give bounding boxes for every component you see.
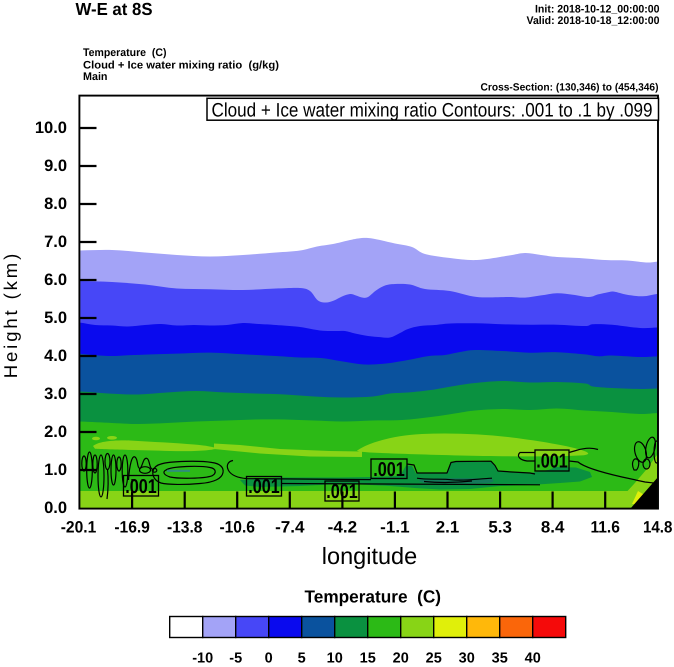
svg-text:2.1: 2.1 bbox=[436, 519, 460, 537]
svg-text:.001: .001 bbox=[248, 476, 280, 498]
svg-text:40: 40 bbox=[525, 651, 541, 667]
svg-text:W-E at 8S: W-E at 8S bbox=[76, 0, 153, 19]
svg-text:-4.2: -4.2 bbox=[328, 519, 357, 537]
svg-text:25: 25 bbox=[426, 651, 442, 667]
svg-text:Init: 2018-10-12_00:00:00: Init: 2018-10-12_00:00:00 bbox=[535, 4, 660, 16]
svg-text:10: 10 bbox=[327, 651, 343, 667]
svg-text:Main: Main bbox=[83, 71, 108, 83]
svg-text:7.0: 7.0 bbox=[44, 233, 67, 251]
svg-text:Cloud + Ice water mixing ratio: Cloud + Ice water mixing ratio (g/kg) bbox=[83, 60, 279, 72]
svg-text:30: 30 bbox=[459, 651, 475, 667]
svg-text:9.0: 9.0 bbox=[44, 157, 67, 175]
svg-text:.001: .001 bbox=[373, 459, 405, 481]
svg-text:14.8: 14.8 bbox=[643, 519, 672, 537]
svg-text:6.0: 6.0 bbox=[44, 271, 67, 289]
svg-text:Valid: 2018-10-18_12:00:00: Valid: 2018-10-18_12:00:00 bbox=[527, 15, 660, 27]
svg-text:-16.9: -16.9 bbox=[114, 519, 150, 537]
svg-text:5: 5 bbox=[298, 651, 306, 667]
svg-text:-20.1: -20.1 bbox=[61, 519, 97, 537]
svg-text:4.0: 4.0 bbox=[44, 347, 67, 365]
svg-text:-1.1: -1.1 bbox=[380, 519, 409, 537]
svg-text:3.0: 3.0 bbox=[44, 385, 67, 403]
svg-text:1.0: 1.0 bbox=[44, 461, 67, 479]
svg-text:8.4: 8.4 bbox=[541, 519, 565, 537]
svg-text:8.0: 8.0 bbox=[44, 195, 67, 213]
svg-text:-13.8: -13.8 bbox=[167, 519, 203, 537]
svg-text:Height (km): Height (km) bbox=[0, 254, 21, 379]
svg-text:.001: .001 bbox=[536, 451, 568, 473]
svg-text:.001: .001 bbox=[125, 476, 157, 498]
svg-text:15: 15 bbox=[360, 651, 376, 667]
svg-text:20: 20 bbox=[393, 651, 409, 667]
svg-text:5.0: 5.0 bbox=[44, 309, 67, 327]
svg-text:longitude: longitude bbox=[322, 543, 417, 569]
svg-text:10.0: 10.0 bbox=[35, 119, 67, 137]
svg-text:11.6: 11.6 bbox=[591, 519, 620, 537]
svg-text:Cross-Section: (130,346) to (4: Cross-Section: (130,346) to (454,346) bbox=[481, 81, 659, 93]
svg-text:2.0: 2.0 bbox=[44, 423, 67, 441]
svg-text:35: 35 bbox=[492, 651, 508, 667]
svg-text:-10.6: -10.6 bbox=[219, 519, 255, 537]
svg-text:5.3: 5.3 bbox=[488, 519, 512, 537]
svg-text:Temperature (C): Temperature (C) bbox=[305, 586, 442, 606]
svg-text:Temperature (C): Temperature (C) bbox=[83, 47, 167, 59]
svg-text:0.0: 0.0 bbox=[44, 499, 67, 517]
svg-text:0: 0 bbox=[265, 651, 273, 667]
svg-text:-7.4: -7.4 bbox=[275, 519, 305, 537]
svg-text:Cloud + Ice water mixing ratio: Cloud + Ice water mixing ratio Contours:… bbox=[212, 100, 653, 122]
svg-text:-10: -10 bbox=[192, 651, 213, 667]
svg-text:-5: -5 bbox=[229, 651, 242, 667]
